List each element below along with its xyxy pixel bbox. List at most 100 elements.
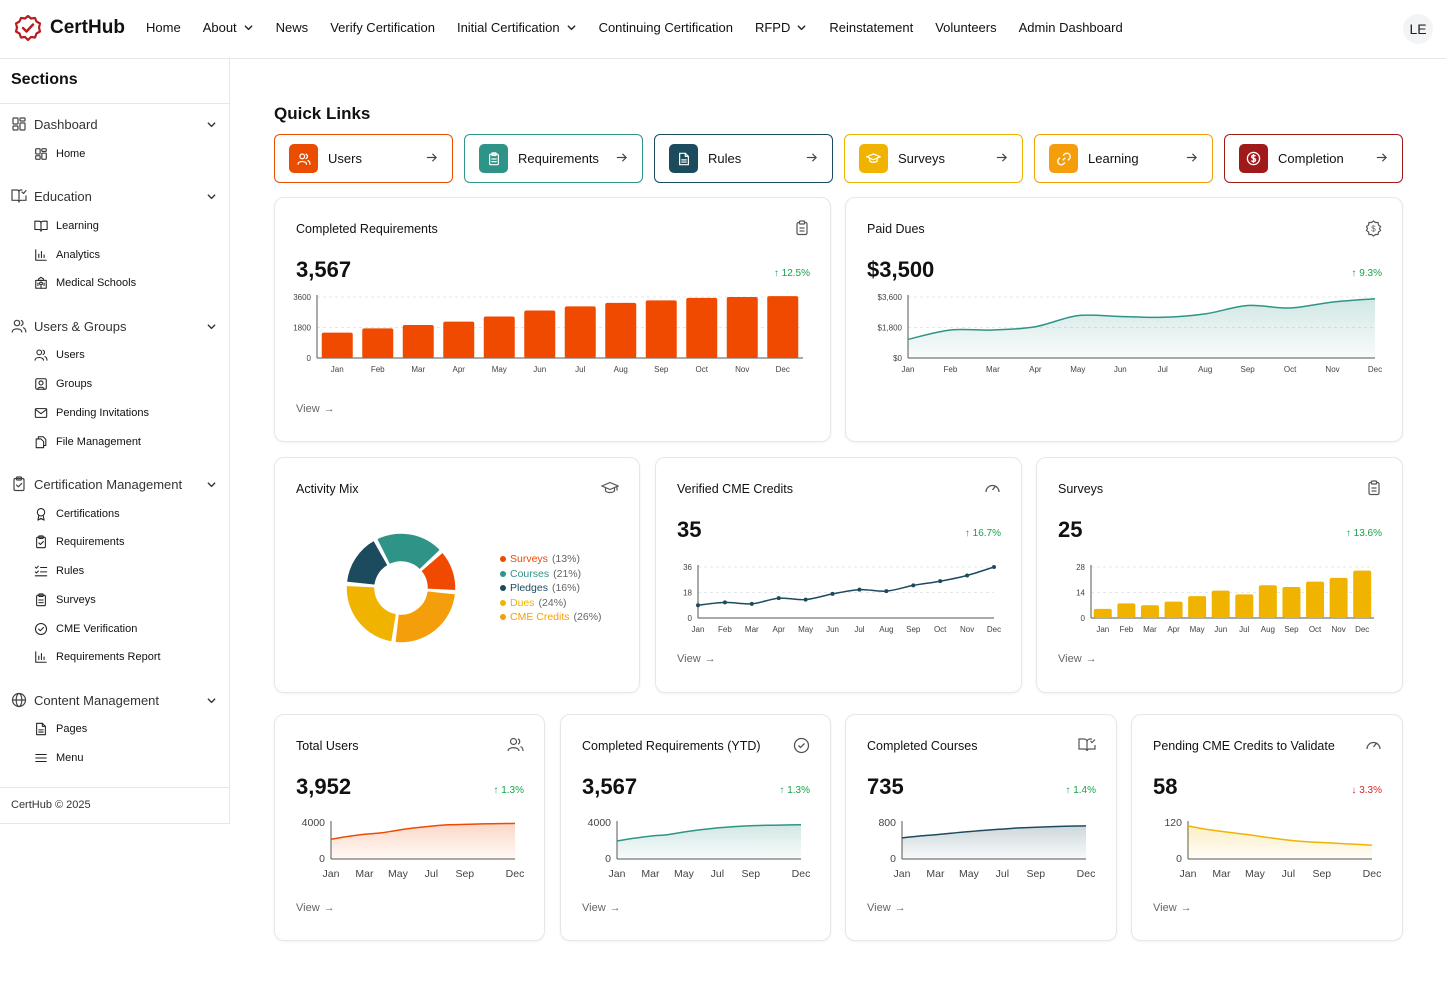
nav-link[interactable]: News — [276, 20, 309, 35]
nav-link[interactable]: Home — [146, 20, 181, 35]
quick-link-label: Users — [328, 151, 362, 166]
legend-label: Surveys — [510, 553, 548, 565]
view-link[interactable]: View → — [677, 653, 716, 665]
sidebar-item[interactable]: Requirements — [34, 533, 124, 551]
sidebar-item-label: Requirements Report — [56, 651, 161, 663]
trend-indicator: ↑ 1.3% — [779, 785, 810, 796]
bar — [767, 296, 799, 358]
sidebar-section-toggle[interactable] — [206, 190, 217, 205]
nav-link[interactable]: Verify Certification — [330, 20, 435, 35]
nav-link[interactable]: Admin Dashboard — [1019, 20, 1123, 35]
view-link[interactable]: View → — [582, 902, 621, 914]
view-link[interactable]: View → — [296, 902, 335, 914]
sidebar-section-toggle[interactable] — [206, 694, 217, 709]
sidebar-item[interactable]: Pending Invitations — [34, 404, 149, 422]
sidebar-section[interactable]: Certification Management — [11, 474, 221, 494]
data-point — [857, 587, 862, 592]
graduation-cap-icon — [866, 153, 881, 163]
menu-icon — [35, 753, 47, 763]
view-link[interactable]: View → — [296, 403, 335, 415]
view-link[interactable]: View → — [1153, 902, 1192, 914]
card-value: 35 — [677, 517, 702, 542]
sidebar-item-label: Requirements — [56, 536, 125, 548]
quick-link-learning[interactable]: Learning — [1034, 134, 1213, 183]
x-tick-label: Mar — [411, 365, 425, 374]
sidebar-section[interactable]: Content Management — [11, 690, 221, 710]
nav-link-label: Verify Certification — [330, 20, 435, 35]
sidebar-item[interactable]: Users — [34, 346, 85, 364]
nav-link-label: RFPD — [754, 20, 791, 35]
bar — [1140, 605, 1159, 618]
trend-indicator: ↑ 9.3% — [1351, 268, 1382, 279]
x-tick-label: Dec — [792, 868, 811, 879]
quick-link-users[interactable]: Users — [274, 134, 453, 183]
sidebar-section[interactable]: Dashboard — [11, 114, 221, 134]
x-tick-label: Dec — [1077, 868, 1096, 879]
sidebar-section-label: Certification Management — [34, 476, 183, 492]
data-point — [830, 591, 835, 596]
brand[interactable]: CertHub — [14, 14, 125, 42]
nav-link[interactable]: Continuing Certification — [599, 20, 733, 35]
sidebar-item[interactable]: Requirements Report — [34, 648, 161, 666]
nav-link[interactable]: About — [203, 20, 254, 35]
view-link[interactable]: View → — [867, 902, 906, 914]
sidebar-item[interactable]: File Management — [34, 433, 141, 451]
sidebar-section-label: Users & Groups — [34, 318, 127, 334]
award-icon — [36, 508, 46, 521]
sidebar-section[interactable]: Education — [11, 186, 221, 206]
completed-requirements-card: Completed Requirements 3,567 ↑ 12.5% 0 18… — [274, 197, 831, 442]
quick-link-icon-tile — [859, 144, 888, 173]
arrow-right-icon: → — [894, 902, 906, 914]
x-tick-label: Jun — [1114, 365, 1127, 374]
x-tick-label: Jul — [854, 625, 864, 634]
sidebar-item[interactable]: Learning — [34, 217, 99, 235]
sidebar-item[interactable]: Pages — [34, 720, 87, 738]
quick-link-rules[interactable]: Rules — [654, 134, 833, 183]
sidebar-item[interactable]: Menu — [34, 749, 84, 767]
view-label: View — [1058, 653, 1082, 665]
view-label: View — [1153, 902, 1177, 914]
sidebar-item-label: Learning — [56, 220, 99, 232]
x-tick-label: Aug — [1198, 365, 1212, 374]
quick-link-icon-tile — [669, 144, 698, 173]
sidebar-section[interactable]: Users & Groups — [11, 316, 221, 336]
sidebar-item[interactable]: Certifications — [34, 505, 120, 523]
view-label: View — [677, 653, 701, 665]
x-tick-label: Feb — [718, 625, 732, 634]
sidebar-item[interactable]: Surveys — [34, 591, 96, 609]
nav-link[interactable]: Reinstatement — [829, 20, 913, 35]
user-avatar[interactable]: LE — [1403, 14, 1433, 44]
sidebar-item[interactable]: Analytics — [34, 246, 100, 264]
sidebar-section-toggle[interactable] — [206, 320, 217, 335]
quick-link-completion[interactable]: Completion — [1224, 134, 1403, 183]
x-tick-label: Mar — [1212, 868, 1231, 879]
sidebar-item[interactable]: Medical Schools — [34, 274, 136, 292]
quick-link-label: Completion — [1278, 151, 1344, 166]
sidebar-item[interactable]: CME Verification — [34, 620, 137, 638]
x-tick-label: Aug — [879, 625, 893, 634]
bar — [524, 310, 556, 358]
legend-percent: (13%) — [551, 553, 580, 565]
sidebar-item[interactable]: Groups — [34, 375, 92, 393]
trend-indicator: ↑ 1.4% — [1065, 785, 1096, 796]
x-tick-label: Sep — [654, 365, 669, 374]
bar — [1093, 608, 1112, 618]
legend-swatch — [500, 614, 506, 621]
view-link[interactable]: View → — [1058, 653, 1097, 665]
x-tick-label: Oct — [696, 365, 709, 374]
sidebar-section-label: Content Management — [34, 692, 160, 708]
book-check-icon — [11, 189, 27, 203]
card-title: Completed Requirements (YTD) — [582, 739, 761, 753]
quick-link-surveys[interactable]: Surveys — [844, 134, 1023, 183]
nav-link[interactable]: Initial Certification — [457, 20, 577, 35]
nav-link[interactable]: RFPD — [755, 20, 807, 35]
x-tick-label: Dec — [1355, 625, 1369, 634]
nav-link[interactable]: Volunteers — [935, 20, 996, 35]
sidebar-item[interactable]: Home — [34, 145, 85, 163]
sidebar-section-toggle[interactable] — [206, 118, 217, 133]
y-tick-label: 0 — [319, 853, 325, 865]
sidebar-item[interactable]: Rules — [34, 562, 84, 580]
sidebar-section-toggle[interactable] — [206, 478, 217, 493]
quick-link-requirements[interactable]: Requirements — [464, 134, 643, 183]
sidebar-title: Sections — [11, 71, 78, 88]
